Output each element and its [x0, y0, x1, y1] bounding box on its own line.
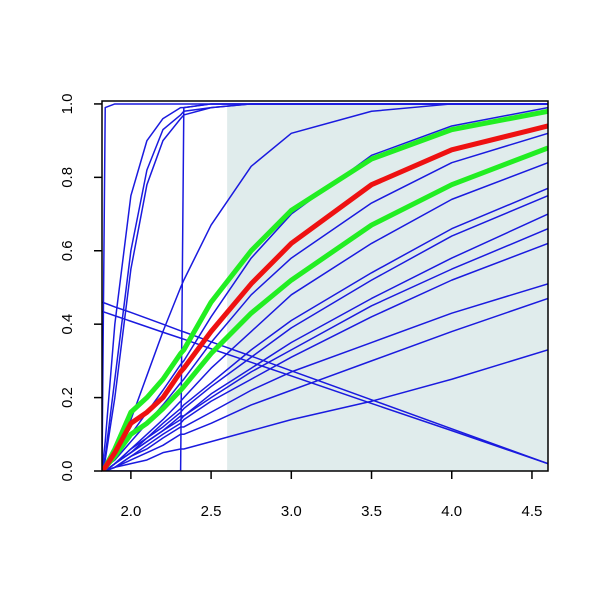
x-tick-label: 2.0: [120, 503, 141, 520]
x-tick-label: 4.5: [522, 503, 543, 520]
plot-frame: [101, 100, 549, 472]
y-tick-label: 0.0: [59, 461, 76, 482]
x-tick-label: 3.5: [361, 503, 382, 520]
series-line: [102, 349, 548, 471]
x-tick-label: 2.5: [201, 503, 222, 520]
y-tick-label: 0.2: [59, 387, 76, 408]
x-tick-label: 3.0: [281, 503, 302, 520]
series-line: [102, 103, 548, 471]
series-line: [102, 310, 548, 465]
shaded-region: [227, 103, 548, 471]
series-line: [102, 301, 548, 465]
y-tick-label: 0.6: [59, 240, 76, 261]
y-tick-label: 0.4: [59, 314, 76, 335]
x-tick-label: 4.0: [441, 503, 462, 520]
series-line: [102, 132, 548, 471]
y-tick-label: 1.0: [59, 94, 76, 115]
y-tick-label: 0.8: [59, 167, 76, 188]
series-line: [102, 123, 548, 471]
series-line: [102, 228, 548, 471]
